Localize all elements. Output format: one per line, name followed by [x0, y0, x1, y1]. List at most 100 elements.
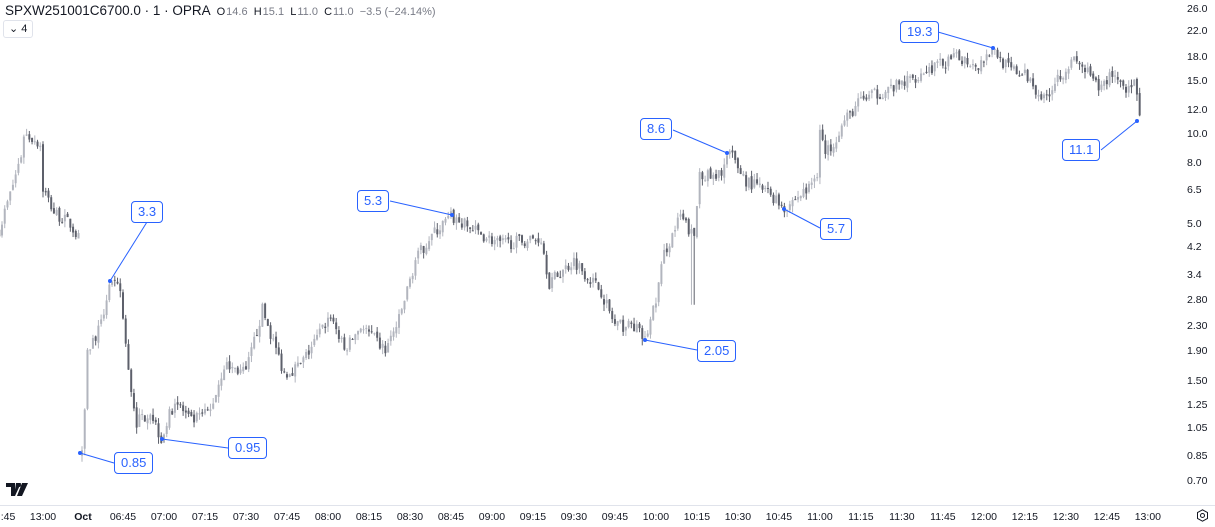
- candle-body: [1127, 85, 1130, 93]
- candle: [447, 211, 450, 220]
- annotation-label[interactable]: 19.3: [900, 21, 940, 43]
- candle-body: [72, 226, 75, 233]
- annotation-label[interactable]: 0.85: [114, 452, 154, 474]
- candle: [280, 349, 283, 374]
- candle-body: [499, 236, 502, 241]
- candle-body: [1015, 66, 1018, 75]
- candle-body: [162, 434, 165, 443]
- candle-body: [381, 343, 384, 348]
- candle-body: [31, 137, 34, 142]
- candle-body: [668, 246, 671, 253]
- candle: [1097, 74, 1100, 96]
- candle-body: [332, 317, 335, 322]
- candle-body: [419, 245, 422, 251]
- candle: [217, 380, 220, 403]
- candle: [999, 51, 1002, 63]
- candle: [414, 257, 417, 280]
- candle-body: [490, 236, 493, 244]
- annotation-label[interactable]: 5.7: [820, 218, 853, 240]
- candle: [1138, 87, 1141, 117]
- candle: [879, 93, 882, 100]
- candle-body: [816, 177, 819, 179]
- annotation-label[interactable]: 5.3: [357, 190, 390, 212]
- candle: [430, 233, 433, 246]
- candle: [406, 285, 409, 302]
- candle: [236, 365, 239, 376]
- candle: [758, 177, 761, 188]
- annotation-line-11.1: [1100, 120, 1138, 151]
- candle-body: [94, 336, 97, 341]
- candle-body: [709, 168, 712, 179]
- candle: [61, 218, 64, 224]
- candle: [66, 212, 69, 218]
- annotation-label[interactable]: 11.1: [1062, 139, 1101, 161]
- candle-body: [119, 283, 122, 292]
- candle: [745, 171, 748, 192]
- candle: [985, 49, 988, 66]
- candle-body: [395, 327, 398, 334]
- annotation-label[interactable]: 2.05: [697, 340, 737, 362]
- candle: [537, 232, 540, 247]
- candle-body: [480, 232, 483, 235]
- candle: [641, 325, 644, 346]
- candle: [214, 394, 217, 403]
- price-tick-label: 8.0: [1187, 157, 1202, 169]
- candle-body: [275, 336, 278, 348]
- candle-body: [1086, 67, 1089, 73]
- candle: [33, 135, 36, 145]
- candle-body: [387, 343, 390, 353]
- candlestick-chart[interactable]: [0, 0, 1180, 505]
- candle-body: [643, 336, 646, 338]
- candle-body: [720, 170, 723, 176]
- candle: [643, 330, 646, 338]
- candle: [184, 405, 187, 419]
- candle: [307, 344, 310, 360]
- candle-body: [706, 170, 709, 182]
- candle-body: [493, 239, 496, 245]
- candle-body: [660, 264, 663, 284]
- symbol-title[interactable]: SPXW251001C6700.0 · 1 · OPRA: [5, 3, 211, 18]
- candle-body: [124, 318, 127, 344]
- candle-body: [6, 201, 9, 208]
- candle: [802, 182, 805, 199]
- candle: [86, 348, 89, 411]
- candle-body: [346, 350, 349, 352]
- candle: [941, 58, 944, 69]
- candle-body: [969, 65, 972, 67]
- price-tick-label: 1.05: [1187, 422, 1208, 434]
- annotation-label[interactable]: 0.95: [228, 437, 268, 459]
- candle-body: [1116, 77, 1119, 80]
- candle-body: [1064, 71, 1067, 80]
- candle-body: [603, 299, 606, 305]
- candle-body: [903, 81, 906, 86]
- candle: [805, 183, 808, 200]
- candle-body: [86, 349, 89, 409]
- candle-body: [335, 322, 338, 330]
- candle: [1081, 61, 1084, 74]
- candle-body: [343, 337, 346, 350]
- candle-body: [728, 151, 731, 155]
- candle: [873, 87, 876, 91]
- candle-body: [671, 233, 674, 248]
- candle: [411, 273, 414, 284]
- collapse-indicators-button[interactable]: ⌄ 4: [3, 20, 34, 38]
- candle-body: [121, 292, 124, 319]
- candle: [974, 63, 977, 72]
- candle: [668, 243, 671, 258]
- candle-body: [179, 404, 182, 406]
- candle-body: [559, 276, 562, 278]
- candle-body: [920, 73, 923, 81]
- tradingview-logo[interactable]: [6, 483, 30, 497]
- annotation-label[interactable]: 3.3: [131, 201, 164, 223]
- candle-body: [717, 170, 720, 178]
- candle-body: [857, 98, 860, 107]
- annotation-label[interactable]: 8.6: [640, 118, 673, 140]
- candle-body: [756, 179, 759, 184]
- candle-body: [242, 366, 245, 372]
- candle: [452, 208, 455, 226]
- candle-body: [690, 229, 693, 234]
- candle-body: [641, 328, 644, 339]
- candle-body: [1122, 80, 1125, 86]
- settings-gear-icon[interactable]: [1196, 509, 1209, 522]
- candle: [485, 237, 488, 243]
